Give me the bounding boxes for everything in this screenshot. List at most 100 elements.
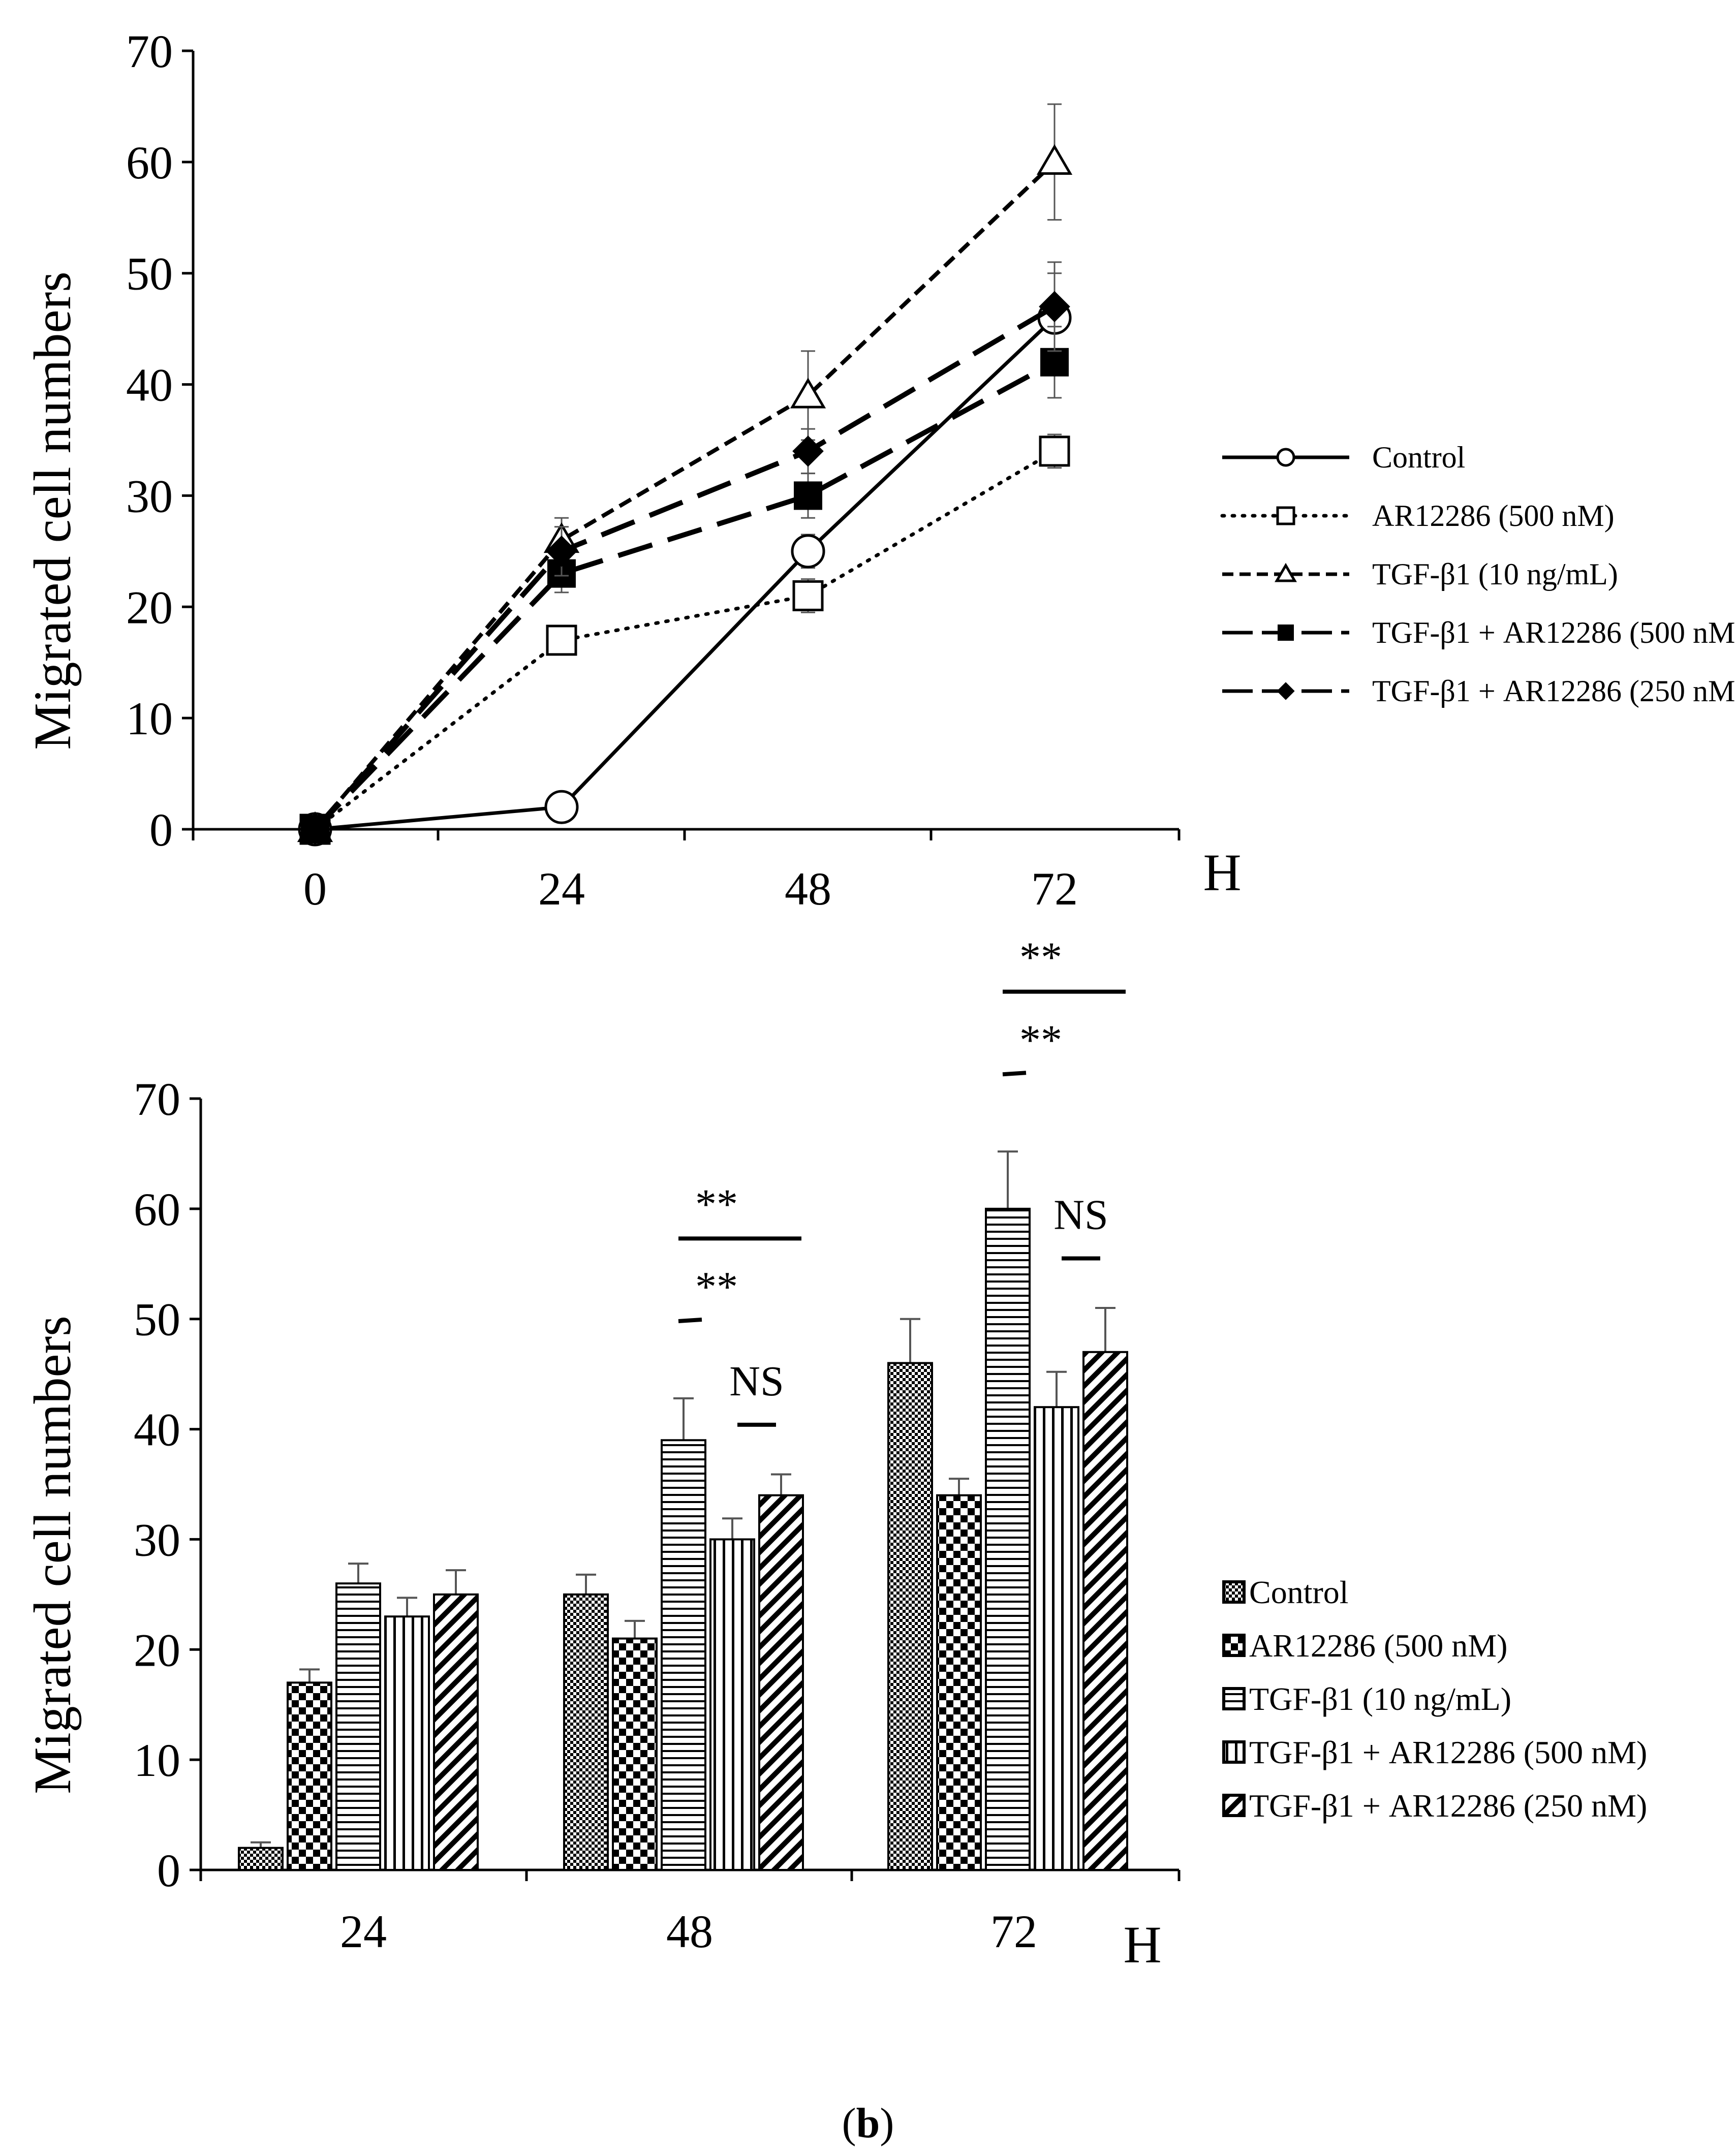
line-chart-y-tick-label: 50 bbox=[126, 248, 173, 300]
bar bbox=[661, 1439, 706, 1871]
bar-chart-y-ticks: 0 10 20 30 40 50 60 70 bbox=[134, 1073, 201, 1896]
line-data-point bbox=[791, 534, 825, 569]
line-legend-swatch-marker bbox=[1275, 563, 1297, 582]
bar-legend-item: TGF-β1 (10 ng/mL) bbox=[1222, 1681, 1511, 1717]
bar-chart-x-ticks: 24 48 72 bbox=[199, 1870, 1181, 1957]
line-series-path bbox=[313, 304, 1056, 831]
line-series-1 bbox=[298, 272, 1072, 847]
line-legend-item: TGF-β1 + AR12286 (250 nM) bbox=[1222, 674, 1736, 708]
line-chart: 0 10 20 30 40 50 60 70 0 24 48 72 Migrated cell nu… bbox=[23, 25, 1736, 915]
bar bbox=[433, 1593, 479, 1871]
line-series-2 bbox=[299, 433, 1070, 845]
bar-chart-y-tick-label: 30 bbox=[134, 1514, 180, 1566]
bar bbox=[563, 1593, 609, 1871]
line-data-point bbox=[1040, 348, 1069, 377]
bar-legend-item: TGF-β1 + AR12286 (250 nM) bbox=[1222, 1788, 1647, 1824]
line-chart-legend: Control AR12286 (500 nM) TGF-β1 (10 ng/mL)… bbox=[1220, 441, 1736, 708]
significance-annotation: NS bbox=[729, 1358, 784, 1427]
bar-chart-legend: Control AR12286 (500 nM) TGF-β1 (10 ng/mL)… bbox=[1222, 1574, 1647, 1824]
line-series-3 bbox=[297, 103, 1073, 842]
bar-chart-y-tick-label: 50 bbox=[134, 1294, 180, 1346]
bar-chart-y-tick-label: 0 bbox=[157, 1845, 180, 1896]
line-data-point bbox=[546, 624, 577, 656]
line-data-point bbox=[1039, 435, 1070, 467]
line-chart-y-tick-label: 30 bbox=[126, 470, 173, 522]
line-legend-label: AR12286 (500 nM) bbox=[1372, 499, 1615, 533]
bar-legend-swatch bbox=[1222, 1634, 1246, 1657]
line-chart-y-ticks: 0 10 20 30 40 50 60 70 bbox=[126, 25, 193, 856]
line-data-point bbox=[1036, 144, 1073, 175]
line-chart-x-tick-label: 0 bbox=[303, 863, 327, 915]
line-chart-y-tick-label: 70 bbox=[126, 25, 173, 77]
line-series-path bbox=[313, 160, 1056, 831]
significance-label: NS bbox=[1053, 1191, 1108, 1238]
bar bbox=[612, 1637, 658, 1871]
line-series-path bbox=[313, 449, 1057, 831]
bar-legend-swatch bbox=[1222, 1794, 1246, 1817]
bar bbox=[758, 1494, 804, 1871]
bar bbox=[985, 1207, 1031, 1871]
line-chart-y-tick-label: 60 bbox=[126, 137, 173, 189]
line-data-point bbox=[792, 435, 824, 467]
significance-line bbox=[678, 1318, 702, 1324]
line-data-point bbox=[792, 580, 824, 611]
bar-chart-y-tick-label: 40 bbox=[134, 1404, 180, 1456]
bar-legend-label: Control bbox=[1249, 1574, 1349, 1610]
line-series-path bbox=[313, 360, 1056, 831]
caption-letter: b bbox=[856, 2100, 880, 2147]
line-chart-x-tick-label: 72 bbox=[1031, 863, 1078, 915]
line-data-point bbox=[794, 481, 822, 510]
line-legend-item: Control bbox=[1222, 441, 1465, 474]
line-legend-label: TGF-β1 (10 ng/mL) bbox=[1372, 557, 1618, 591]
line-data-point bbox=[544, 790, 579, 824]
line-chart-x-axis-label: H bbox=[1203, 844, 1241, 902]
significance-label: ** bbox=[1019, 1016, 1062, 1064]
bar-legend-label: TGF-β1 (10 ng/mL) bbox=[1249, 1681, 1511, 1717]
bar-series-3 bbox=[335, 1150, 1031, 1871]
bar-legend-label: TGF-β1 + AR12286 (500 nM) bbox=[1249, 1734, 1647, 1770]
bar-legend-item: TGF-β1 + AR12286 (500 nM) bbox=[1222, 1734, 1647, 1770]
line-series-4 bbox=[301, 326, 1069, 844]
line-legend-swatch-marker bbox=[1276, 506, 1295, 525]
significance-label: ** bbox=[1019, 934, 1062, 981]
caption-close-paren: ) bbox=[880, 2100, 894, 2147]
bar-legend-label: AR12286 (500 nM) bbox=[1249, 1628, 1507, 1664]
caption-open-paren: ( bbox=[842, 2100, 856, 2147]
bar-chart-y-tick-label: 20 bbox=[134, 1624, 180, 1676]
line-chart-y-tick-label: 0 bbox=[149, 804, 173, 856]
bar-series-5 bbox=[433, 1307, 1128, 1871]
line-chart-y-tick-label: 20 bbox=[126, 581, 173, 633]
bar-legend-item: Control bbox=[1222, 1574, 1349, 1610]
significance-line bbox=[1002, 1071, 1027, 1077]
significance-label: ** bbox=[695, 1263, 738, 1310]
bar-chart-y-tick-label: 10 bbox=[134, 1734, 180, 1786]
line-chart-y-tick-label: 10 bbox=[126, 693, 173, 744]
bar-legend-swatch bbox=[1222, 1580, 1246, 1604]
significance-annotation: ** bbox=[678, 1180, 801, 1241]
bar-legend-swatch bbox=[1222, 1740, 1246, 1764]
line-data-point bbox=[299, 814, 331, 845]
bar-chart: 0 10 20 30 40 50 60 70 24 48 72 ** ** NS ** ** NS Migr… bbox=[23, 934, 1647, 1974]
bar-legend-label: TGF-β1 + AR12286 (250 nM) bbox=[1249, 1788, 1647, 1824]
line-series-path bbox=[315, 316, 1056, 831]
line-data-point bbox=[546, 536, 577, 567]
bar bbox=[887, 1362, 933, 1871]
bar-legend-item: AR12286 (500 nM) bbox=[1222, 1628, 1507, 1664]
line-legend-item: TGF-β1 + AR12286 (500 nM) bbox=[1222, 616, 1736, 649]
line-chart-x-ticks: 0 24 48 72 bbox=[192, 829, 1181, 915]
line-data-point bbox=[1039, 291, 1070, 323]
bar-chart-y-tick-label: 60 bbox=[134, 1183, 180, 1235]
bar-chart-x-tick-label: 48 bbox=[666, 1906, 713, 1957]
line-chart-y-axis-label: Migrated cell numbers bbox=[23, 271, 82, 749]
line-chart-axes bbox=[192, 51, 1179, 831]
line-legend-swatch-marker bbox=[1278, 624, 1294, 641]
bar-series-4 bbox=[384, 1370, 1079, 1871]
line-chart-x-tick-label: 48 bbox=[785, 863, 831, 915]
line-legend-item: AR12286 (500 nM) bbox=[1220, 499, 1615, 533]
bar bbox=[335, 1582, 381, 1871]
line-legend-label: Control bbox=[1372, 441, 1465, 474]
bar-chart-y-axis-label: Migrated cell numbers bbox=[23, 1316, 82, 1794]
line-legend-swatch-marker bbox=[1276, 448, 1295, 467]
bar bbox=[936, 1494, 982, 1871]
